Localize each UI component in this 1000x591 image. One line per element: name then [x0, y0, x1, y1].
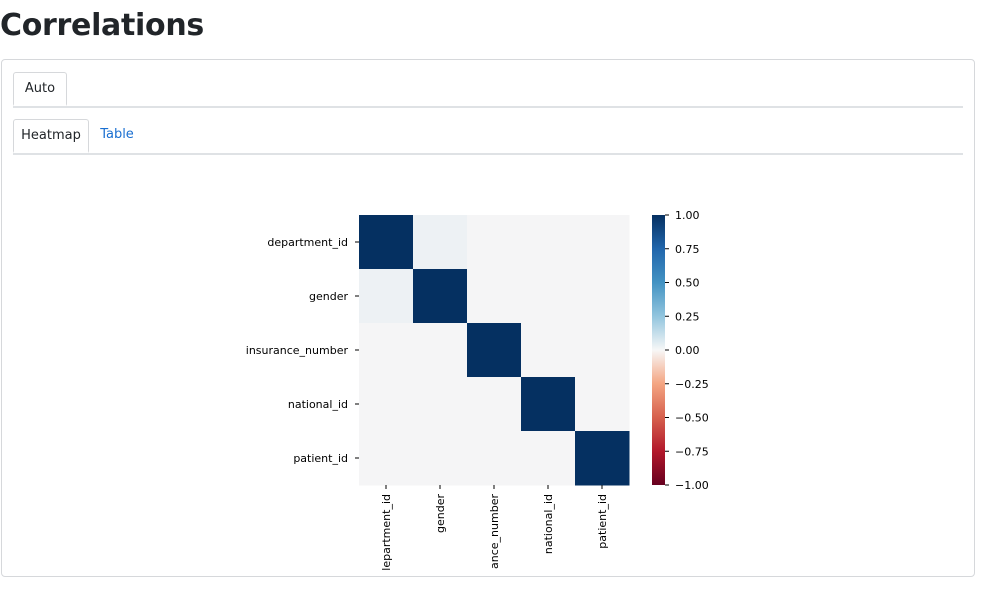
- colorbar-tick-label: 0.25: [675, 310, 700, 323]
- colorbar-tick-label: 0.50: [675, 277, 700, 290]
- heatmap-cell: [575, 323, 630, 378]
- colorbar-tick-label: −1.00: [675, 479, 709, 492]
- heatmap-cell: [521, 431, 576, 486]
- y-tick-label: department_id: [267, 236, 348, 249]
- heatmap-cell: [467, 269, 522, 324]
- colorbar-tick-label: 1.00: [675, 209, 700, 222]
- colorbar-tick-label: −0.75: [675, 445, 709, 458]
- heatmap-cell: [575, 269, 630, 324]
- x-tick-label: national_id: [542, 494, 555, 554]
- x-tick-label: patient_id: [596, 494, 609, 549]
- colorbar-tick-label: −0.25: [675, 378, 709, 391]
- y-tick-label: national_id: [288, 398, 348, 411]
- heatmap-cell: [413, 269, 468, 324]
- heatmap-cell: [575, 215, 630, 270]
- heatmap-cell: [521, 269, 576, 324]
- heatmap-cell: [521, 377, 576, 432]
- tabbar-level1: Auto: [13, 72, 963, 108]
- x-tick-label: gender: [434, 494, 447, 533]
- heatmap-cell: [467, 431, 522, 486]
- heatmap-cell: [575, 377, 630, 432]
- heatmap-cell: [413, 431, 468, 486]
- heatmap-cell: [467, 215, 522, 270]
- colorbar: [652, 215, 665, 485]
- x-tick-label: lepartment_id: [380, 494, 393, 571]
- heatmap-cell: [359, 269, 414, 324]
- y-tick-label: gender: [309, 290, 348, 303]
- y-tick-label: insurance_number: [246, 344, 349, 357]
- x-tick-label: ance_number: [488, 494, 501, 569]
- tabbar-level2: Heatmap Table: [13, 119, 963, 155]
- tab-heatmap[interactable]: Heatmap: [13, 119, 89, 153]
- heatmap-cell: [467, 323, 522, 378]
- page-title: Correlations: [0, 8, 204, 43]
- heatmap-cell: [413, 377, 468, 432]
- heatmap-cell: [413, 323, 468, 378]
- heatmap-cell: [359, 431, 414, 486]
- tab-table[interactable]: Table: [100, 127, 134, 142]
- colorbar-tick-label: 0.00: [675, 344, 700, 357]
- tab-auto[interactable]: Auto: [13, 72, 67, 106]
- heatmap-cell: [521, 323, 576, 378]
- heatmap-cell: [359, 323, 414, 378]
- heatmap-cell: [521, 215, 576, 270]
- heatmap-cell: [413, 215, 468, 270]
- heatmap-cell: [359, 377, 414, 432]
- colorbar-tick-label: 0.75: [675, 243, 700, 256]
- y-tick-label: patient_id: [293, 452, 348, 465]
- heatmap-cell: [575, 431, 630, 486]
- colorbar-tick-label: −0.50: [675, 412, 709, 425]
- heatmap-cell: [467, 377, 522, 432]
- heatmap-cell: [359, 215, 414, 270]
